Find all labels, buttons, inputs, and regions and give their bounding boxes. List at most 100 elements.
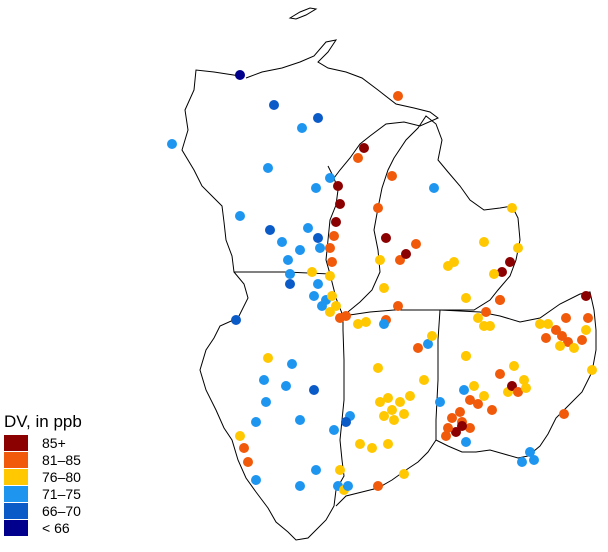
monitor-site-marker: [269, 100, 279, 110]
monitor-site-marker: [393, 301, 403, 311]
monitor-site-marker: [235, 431, 245, 441]
monitor-site-marker: [315, 243, 325, 253]
monitor-site-marker: [297, 123, 307, 133]
monitor-site-marker: [309, 291, 319, 301]
monitor-site-marker: [399, 469, 409, 479]
monitor-site-marker: [325, 307, 335, 317]
legend-item-71-75: 71–75: [4, 485, 114, 502]
monitor-site-marker: [513, 387, 523, 397]
monitor-site-marker: [413, 343, 423, 353]
monitor-site-marker: [277, 237, 287, 247]
monitor-site-marker: [455, 407, 465, 417]
legend-label: 71–75: [42, 485, 81, 502]
monitor-site-marker: [309, 385, 319, 395]
monitor-site-marker: [389, 415, 399, 425]
legend-swatch: [4, 502, 28, 519]
monitor-site-marker: [243, 457, 253, 467]
monitor-site-marker: [311, 183, 321, 193]
monitor-site-marker: [335, 313, 345, 323]
legend-item-85-plus: 85+: [4, 434, 114, 451]
legend-label: < 66: [42, 519, 70, 536]
monitor-site-marker: [583, 313, 593, 323]
monitor-site-marker: [335, 465, 345, 475]
monitor-site-marker: [507, 203, 517, 213]
monitor-site-marker: [447, 413, 457, 423]
monitor-site-marker: [479, 321, 489, 331]
ohio-outline: [435, 291, 597, 459]
monitor-site-marker: [235, 211, 245, 221]
monitor-site-marker: [367, 443, 377, 453]
monitor-site-marker: [399, 409, 409, 419]
monitor-site-marker: [387, 171, 397, 181]
monitor-site-marker: [379, 319, 389, 329]
monitor-site-marker: [411, 239, 421, 249]
monitor-site-marker: [577, 335, 587, 345]
monitor-site-marker: [555, 341, 565, 351]
monitor-site-marker: [325, 271, 335, 281]
monitor-site-marker: [329, 425, 339, 435]
monitor-site-marker: [517, 457, 527, 467]
monitor-site-marker: [461, 351, 471, 361]
monitor-site-marker: [473, 313, 483, 323]
monitor-site-marker: [379, 283, 389, 293]
monitor-site-marker: [581, 291, 591, 301]
monitor-site-marker: [461, 293, 471, 303]
monitor-site-marker: [495, 369, 505, 379]
monitor-site-marker: [513, 243, 523, 253]
monitor-site-marker: [239, 443, 249, 453]
monitor-site-marker: [469, 381, 479, 391]
legend-label: 76–80: [42, 468, 81, 485]
monitor-site-marker: [481, 307, 491, 317]
monitor-site-marker: [395, 397, 405, 407]
monitor-site-marker: [435, 397, 445, 407]
monitor-site-marker: [459, 385, 469, 395]
legend-item-below-66: < 66: [4, 519, 114, 536]
monitor-site-marker: [311, 465, 321, 475]
legend-title: DV, in ppb: [4, 412, 82, 431]
monitor-site-marker: [341, 417, 351, 427]
monitor-site-marker: [295, 481, 305, 491]
monitor-site-marker: [263, 163, 273, 173]
monitor-site-marker: [381, 233, 391, 243]
monitor-site-marker: [581, 325, 591, 335]
wisconsin-outline: [181, 69, 339, 275]
monitor-site-marker: [283, 255, 293, 265]
legend-swatch: [4, 485, 28, 502]
indiana-outline: [335, 309, 441, 507]
monitor-site-marker: [373, 363, 383, 373]
monitor-site-marker: [505, 257, 515, 267]
monitor-site-marker: [325, 243, 335, 253]
monitor-site-marker: [331, 217, 341, 227]
monitor-site-marker: [465, 395, 475, 405]
monitor-site-marker: [521, 383, 531, 393]
monitor-site-marker: [265, 225, 275, 235]
monitor-site-marker: [479, 391, 489, 401]
monitor-site-marker: [457, 421, 467, 431]
legend-swatch: [4, 468, 28, 485]
monitor-site-marker: [379, 411, 389, 421]
monitor-site-marker: [561, 313, 571, 323]
monitor-site-marker: [313, 279, 323, 289]
monitor-site-marker: [327, 257, 337, 267]
monitor-site-marker: [427, 331, 437, 341]
monitor-site-marker: [327, 291, 337, 301]
monitor-site-marker: [569, 343, 579, 353]
monitor-site-marker: [495, 295, 505, 305]
monitor-site-marker: [235, 70, 245, 80]
monitor-site-marker: [419, 375, 429, 385]
monitor-site-marker: [263, 353, 273, 363]
monitor-site-marker: [285, 269, 295, 279]
legend-label: 81–85: [42, 451, 81, 468]
monitor-site-marker: [373, 203, 383, 213]
legend-label: 85+: [42, 434, 66, 451]
monitor-site-marker: [361, 317, 371, 327]
monitor-site-marker: [251, 417, 261, 427]
legend-item-81-85: 81–85: [4, 451, 114, 468]
legend-item-76-80: 76–80: [4, 468, 114, 485]
monitor-site-marker: [401, 249, 411, 259]
illinois-outline: [199, 271, 345, 541]
monitor-site-marker: [509, 361, 519, 371]
legend-swatch: [4, 519, 28, 536]
monitor-site-marker: [557, 331, 567, 341]
legend-label: 66–70: [42, 502, 81, 519]
